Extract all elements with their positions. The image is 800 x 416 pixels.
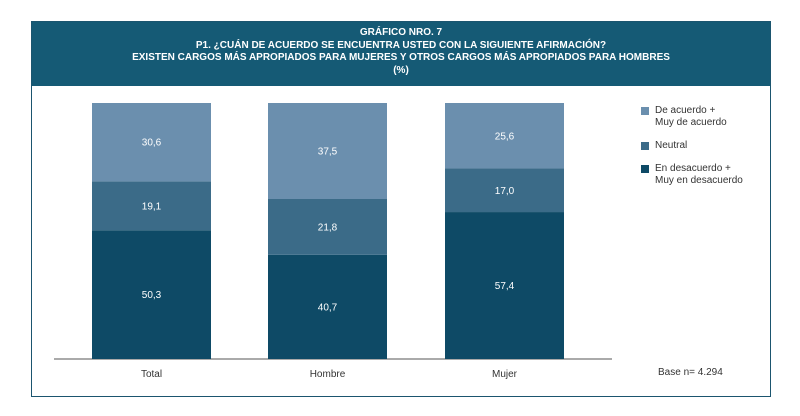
chart-question: P1. ¿CUÁN DE ACUERDO SE ENCUENTRA USTED … bbox=[195, 39, 607, 51]
bar-segment-mujer-1 bbox=[445, 168, 564, 213]
chart-unit: (%) bbox=[393, 64, 409, 76]
chart-number: GRÁFICO NRO. 7 bbox=[359, 27, 443, 38]
bar-segment-hombre-0 bbox=[268, 254, 387, 359]
data-label-hombre-2: 37,5 bbox=[318, 147, 338, 158]
legend-item-neutral: Neutral bbox=[641, 140, 743, 152]
legend-item-de-acuerdo: De acuerdo + Muy de acuerdo bbox=[641, 105, 743, 129]
bar-segment-total-1 bbox=[92, 181, 211, 231]
bar-segment-mujer-2 bbox=[445, 103, 564, 169]
base-note: Base n= 4.294 bbox=[658, 367, 723, 378]
data-label-total-0: 50,3 bbox=[142, 290, 162, 301]
legend-label-de-acuerdo: De acuerdo + Muy de acuerdo bbox=[655, 105, 727, 128]
legend-swatch-desacuerdo bbox=[641, 165, 649, 173]
legend-swatch-de-acuerdo bbox=[641, 107, 649, 115]
data-label-total-2: 30,6 bbox=[142, 138, 162, 149]
chart-frame: GRÁFICO NRO. 7 P1. ¿CUÁN DE ACUERDO SE E… bbox=[31, 21, 771, 397]
bar-segment-mujer-0 bbox=[445, 212, 564, 359]
category-label-hombre: Hombre bbox=[310, 369, 346, 380]
legend-label-desacuerdo: En desacuerdo + Muy en desacuerdo bbox=[655, 163, 743, 186]
legend-label-neutral: Neutral bbox=[655, 140, 688, 151]
data-label-hombre-1: 21,8 bbox=[318, 222, 338, 233]
bar-segment-hombre-1 bbox=[268, 199, 387, 255]
bar-segment-total-0 bbox=[92, 230, 211, 359]
legend: De acuerdo + Muy de acuerdo Neutral En d… bbox=[641, 105, 743, 198]
chart-statement: EXISTEN CARGOS MÁS APROPIADOS PARA MUJER… bbox=[132, 52, 670, 63]
stacked-bar-chart: 50,3 19,1 30,6 Total 40,7 21,8 37,5 Hombre 57,4 1… bbox=[54, 103, 612, 380]
bar-segment-total-2 bbox=[92, 103, 211, 182]
data-label-mujer-0: 57,4 bbox=[495, 281, 515, 292]
category-label-mujer: Mujer bbox=[492, 369, 518, 380]
data-label-mujer-1: 17,0 bbox=[495, 186, 515, 197]
data-label-total-1: 19,1 bbox=[142, 201, 162, 212]
bar-segment-hombre-2 bbox=[268, 103, 387, 199]
data-label-mujer-2: 25,6 bbox=[495, 131, 515, 142]
legend-swatch-neutral bbox=[641, 142, 649, 150]
chart-header: GRÁFICO NRO. 7 P1. ¿CUÁN DE ACUERDO SE E… bbox=[32, 22, 770, 86]
legend-item-desacuerdo: En desacuerdo + Muy en desacuerdo bbox=[641, 163, 743, 187]
category-label-total: Total bbox=[141, 369, 162, 380]
data-label-hombre-0: 40,7 bbox=[318, 302, 338, 313]
